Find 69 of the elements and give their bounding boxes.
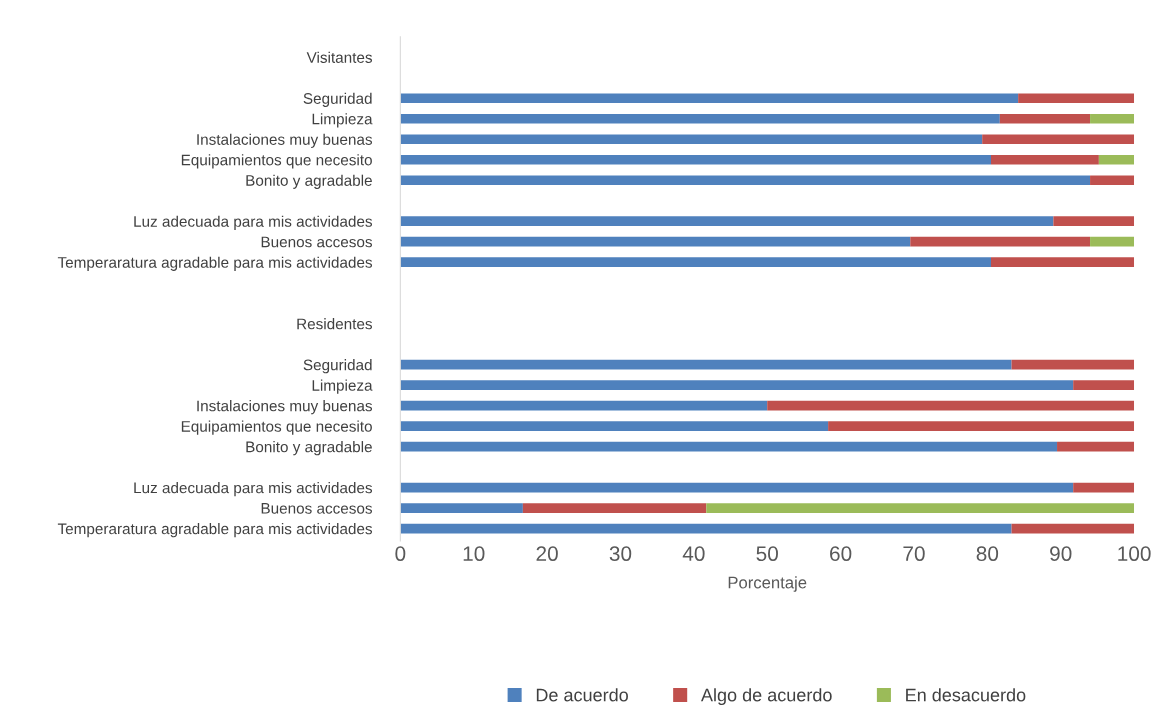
bar: [999, 113, 1091, 124]
legend-label: Algo de acuerdo: [700, 688, 832, 705]
bar: [828, 421, 1135, 431]
bar: [400, 380, 1074, 390]
bar: [1057, 441, 1135, 452]
x-tick-label: 70: [903, 546, 925, 562]
y-tick-label: Instalaciones muy buenas: [197, 133, 373, 148]
bar: [1090, 113, 1135, 124]
bar: [400, 400, 768, 411]
bar: [400, 441, 1058, 452]
legend-label: En desacuerdo: [906, 688, 1026, 702]
x-tick-label: 80: [976, 546, 999, 562]
y-tick-label: Temperaratura agradable para mis actividades: [57, 523, 373, 538]
legend-label: De acuerdo: [536, 688, 628, 702]
y-tick-label: Bonito y agradable: [246, 441, 372, 456]
bar: [400, 421, 829, 431]
x-tick-label: 90: [1050, 546, 1072, 562]
bar: [1073, 380, 1135, 390]
y-tick-label: Visitantes: [306, 51, 373, 63]
bar: [982, 134, 1135, 145]
y-tick-label: Residentes: [297, 318, 373, 330]
bar: [400, 93, 1019, 104]
bar: [400, 503, 523, 513]
x-tick-label: 100: [1118, 546, 1151, 562]
bar: [400, 482, 1074, 493]
bar: [706, 503, 1135, 513]
x-tick-label: 60: [830, 546, 852, 562]
bar: [991, 257, 1135, 267]
y-tick-label: Seguridad: [303, 359, 372, 374]
bar: [400, 175, 1091, 186]
bar: [1053, 216, 1135, 226]
y-tick-label: Temperaratura agradable para mis actividades: [57, 256, 373, 271]
y-tick-label: Limpieza: [312, 113, 373, 128]
y-tick-label: Limpieza: [312, 379, 373, 394]
bar: [400, 134, 983, 145]
bar: [1073, 482, 1135, 493]
y-tick-label: Instalaciones muy buenas: [197, 400, 373, 415]
bar: [1011, 359, 1135, 370]
bar: [1090, 175, 1135, 186]
bar: [400, 216, 1054, 226]
x-tick-label: 40: [682, 546, 705, 562]
y-tick-label: Buenos accesos: [261, 236, 373, 248]
bar: [400, 359, 1012, 370]
bar: [910, 236, 1091, 247]
x-tick-label: 10: [463, 546, 485, 562]
y-tick-label: Seguridad: [303, 92, 372, 107]
bar: [400, 257, 991, 267]
bar: [522, 503, 707, 513]
bar: [767, 400, 1135, 411]
bar: [1011, 523, 1135, 534]
y-tick-label: Equipamientos que necesito: [181, 154, 372, 169]
bar: [1018, 93, 1135, 104]
bar: [991, 154, 1099, 165]
y-tick-label: Buenos accesos: [261, 503, 373, 514]
bar: [1098, 154, 1135, 165]
bar: [400, 236, 911, 247]
bar: [1090, 236, 1135, 247]
bar: [400, 523, 1012, 534]
y-tick-label: Bonito y agradable: [246, 174, 372, 189]
bar: [400, 154, 991, 165]
x-tick-label: 0: [395, 546, 406, 562]
y-tick-label: Luz adecuada para mis actividades: [134, 215, 373, 230]
y-tick-label: Equipamientos que necesito: [181, 420, 372, 435]
x-axis-title: Porcentaje: [728, 576, 807, 592]
y-tick-label: Luz adecuada para mis actividades: [134, 482, 373, 497]
x-tick-label: 20: [536, 546, 558, 562]
bar: [400, 113, 1000, 124]
x-tick-label: 50: [756, 546, 778, 562]
x-tick-label: 30: [609, 546, 632, 562]
